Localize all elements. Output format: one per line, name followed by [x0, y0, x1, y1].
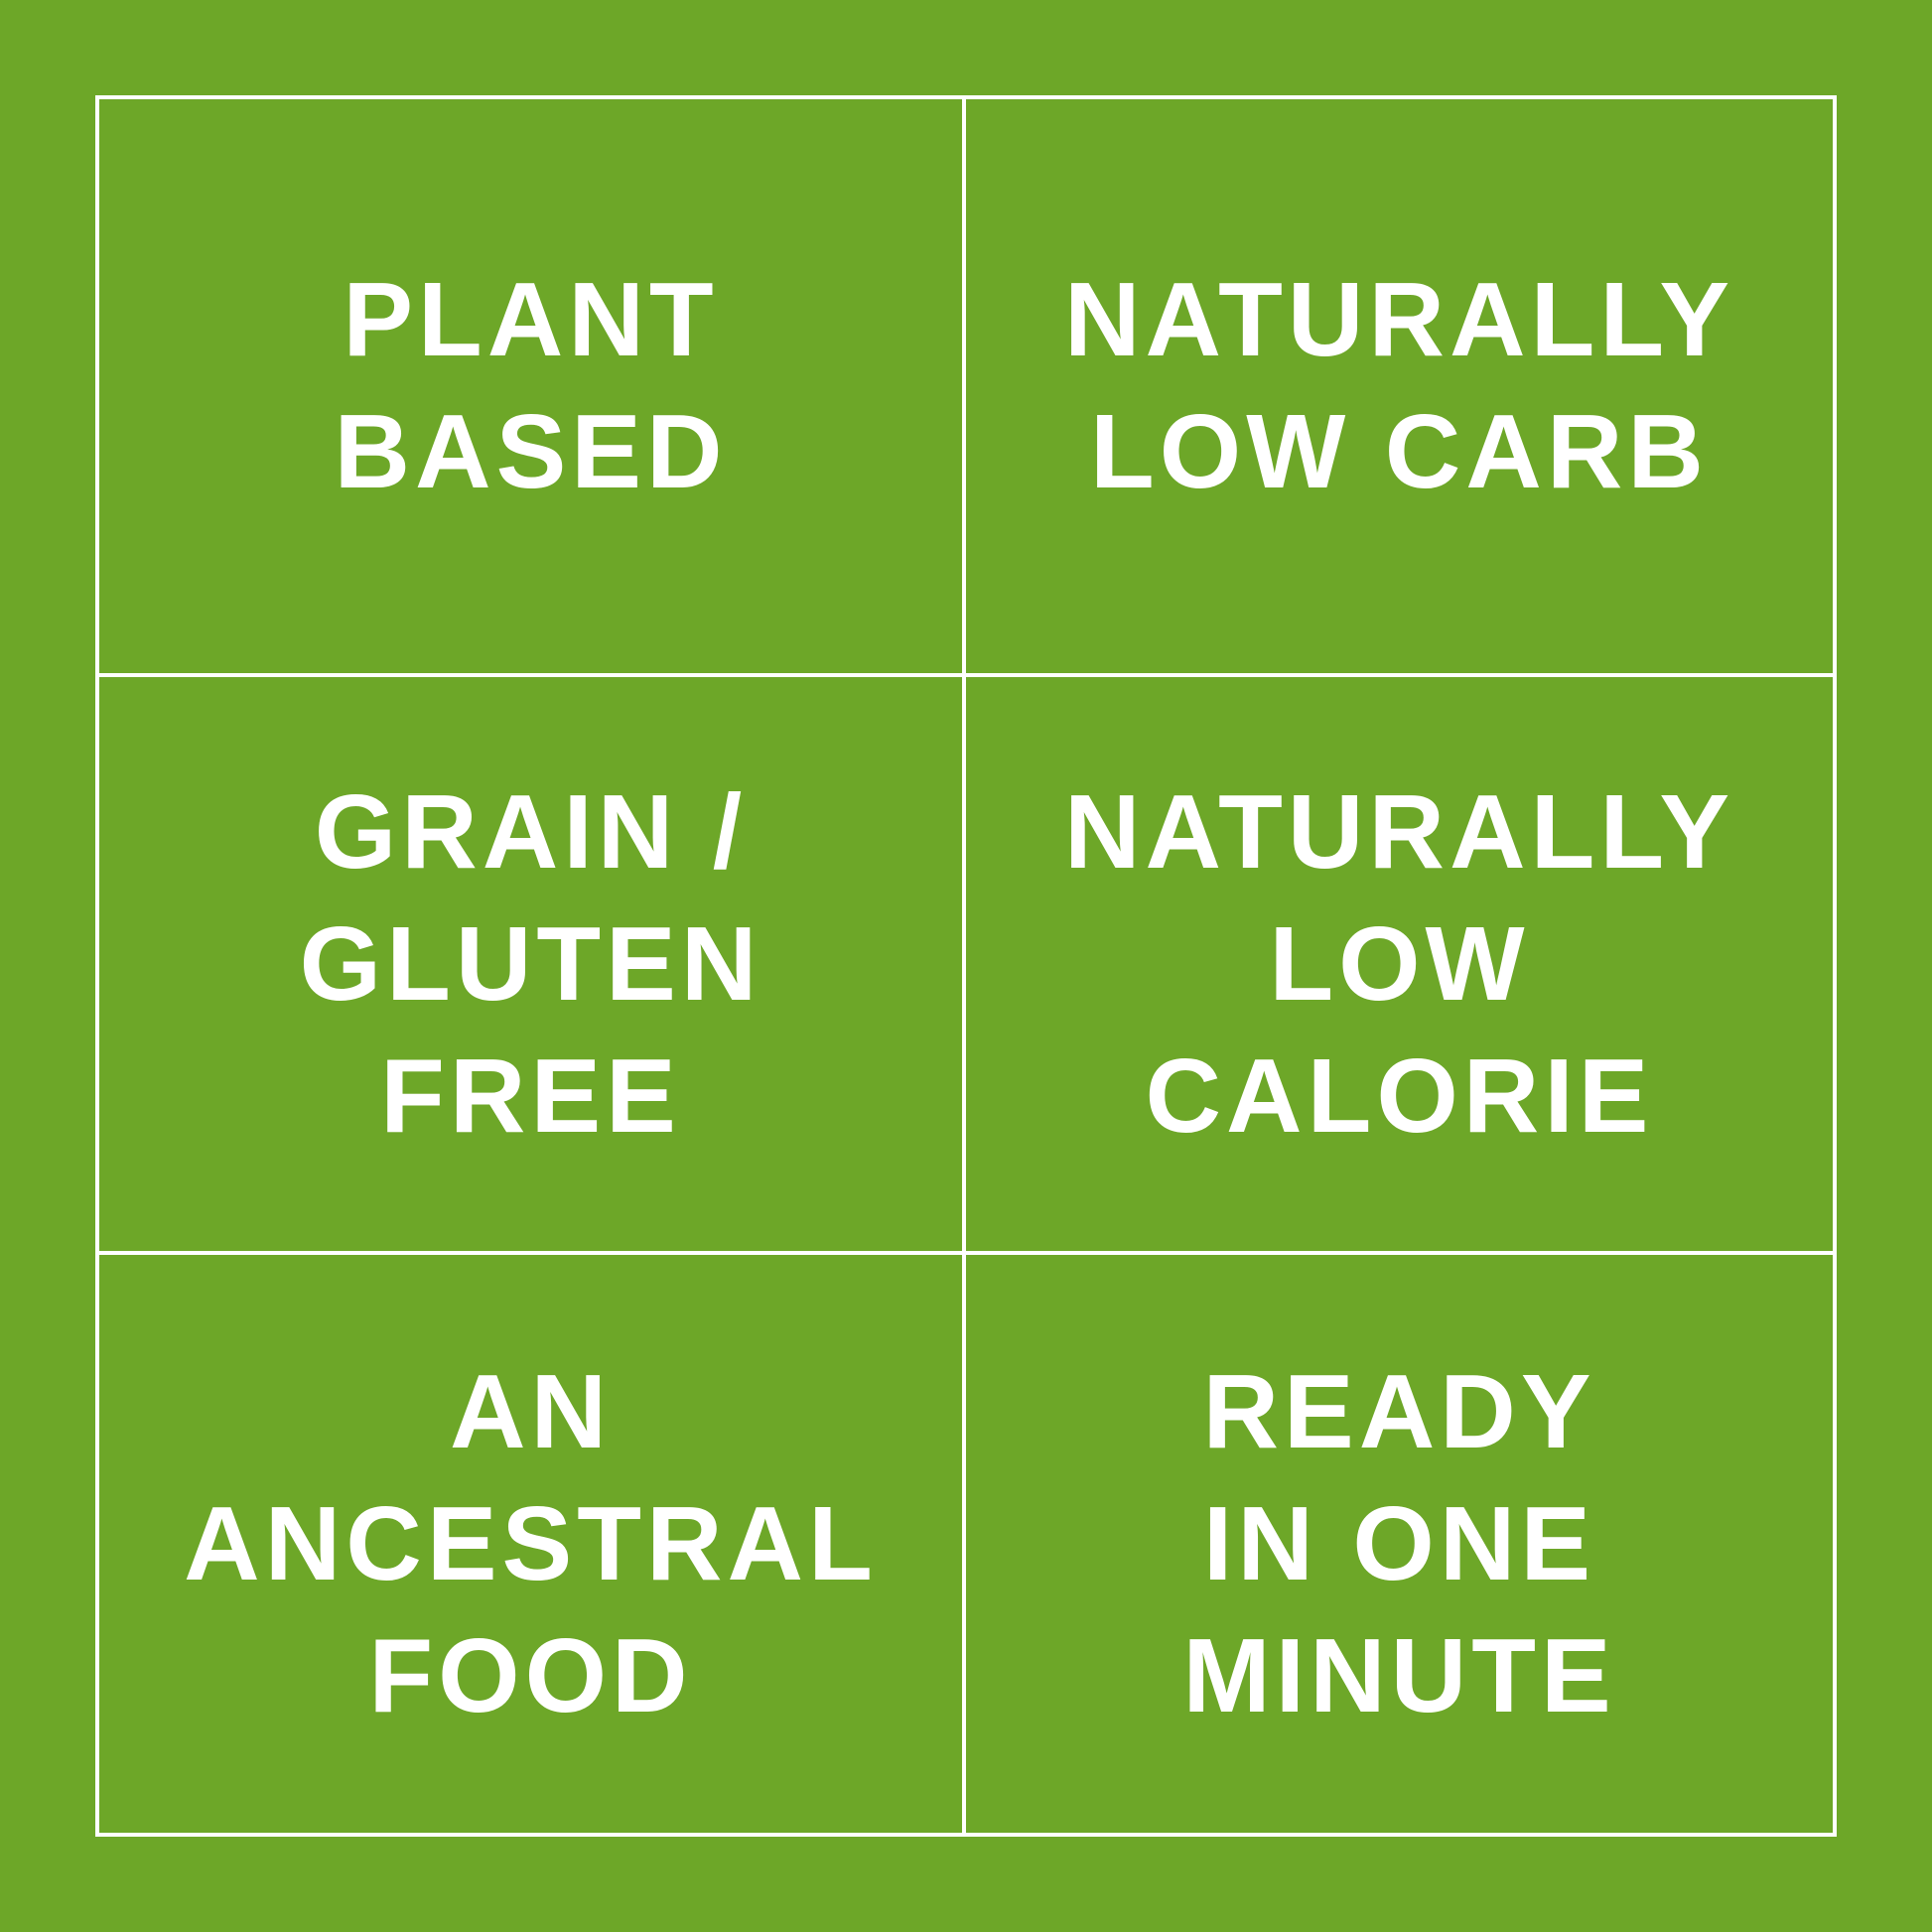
feature-cell-ancestral-food: AN ANCESTRAL FOOD — [99, 1255, 966, 1833]
feature-cell-gluten-free: GRAIN / GLUTEN FREE — [99, 677, 966, 1255]
feature-label: NATURALLY LOW CARB — [1063, 261, 1735, 510]
feature-label: AN ANCESTRAL FOOD — [184, 1352, 878, 1734]
feature-grid: PLANT BASED NATURALLY LOW CARB GRAIN / G… — [95, 95, 1837, 1837]
feature-label: NATURALLY LOW CALORIE — [1063, 772, 1735, 1155]
feature-cell-plant-based: PLANT BASED — [99, 99, 966, 677]
feature-cell-low-carb: NATURALLY LOW CARB — [966, 99, 1833, 677]
feature-label: READY IN ONE MINUTE — [1182, 1352, 1616, 1734]
feature-label: PLANT BASED — [334, 261, 728, 510]
feature-label: GRAIN / GLUTEN FREE — [299, 772, 762, 1155]
feature-cell-low-calorie: NATURALLY LOW CALORIE — [966, 677, 1833, 1255]
feature-cell-ready-one-minute: READY IN ONE MINUTE — [966, 1255, 1833, 1833]
